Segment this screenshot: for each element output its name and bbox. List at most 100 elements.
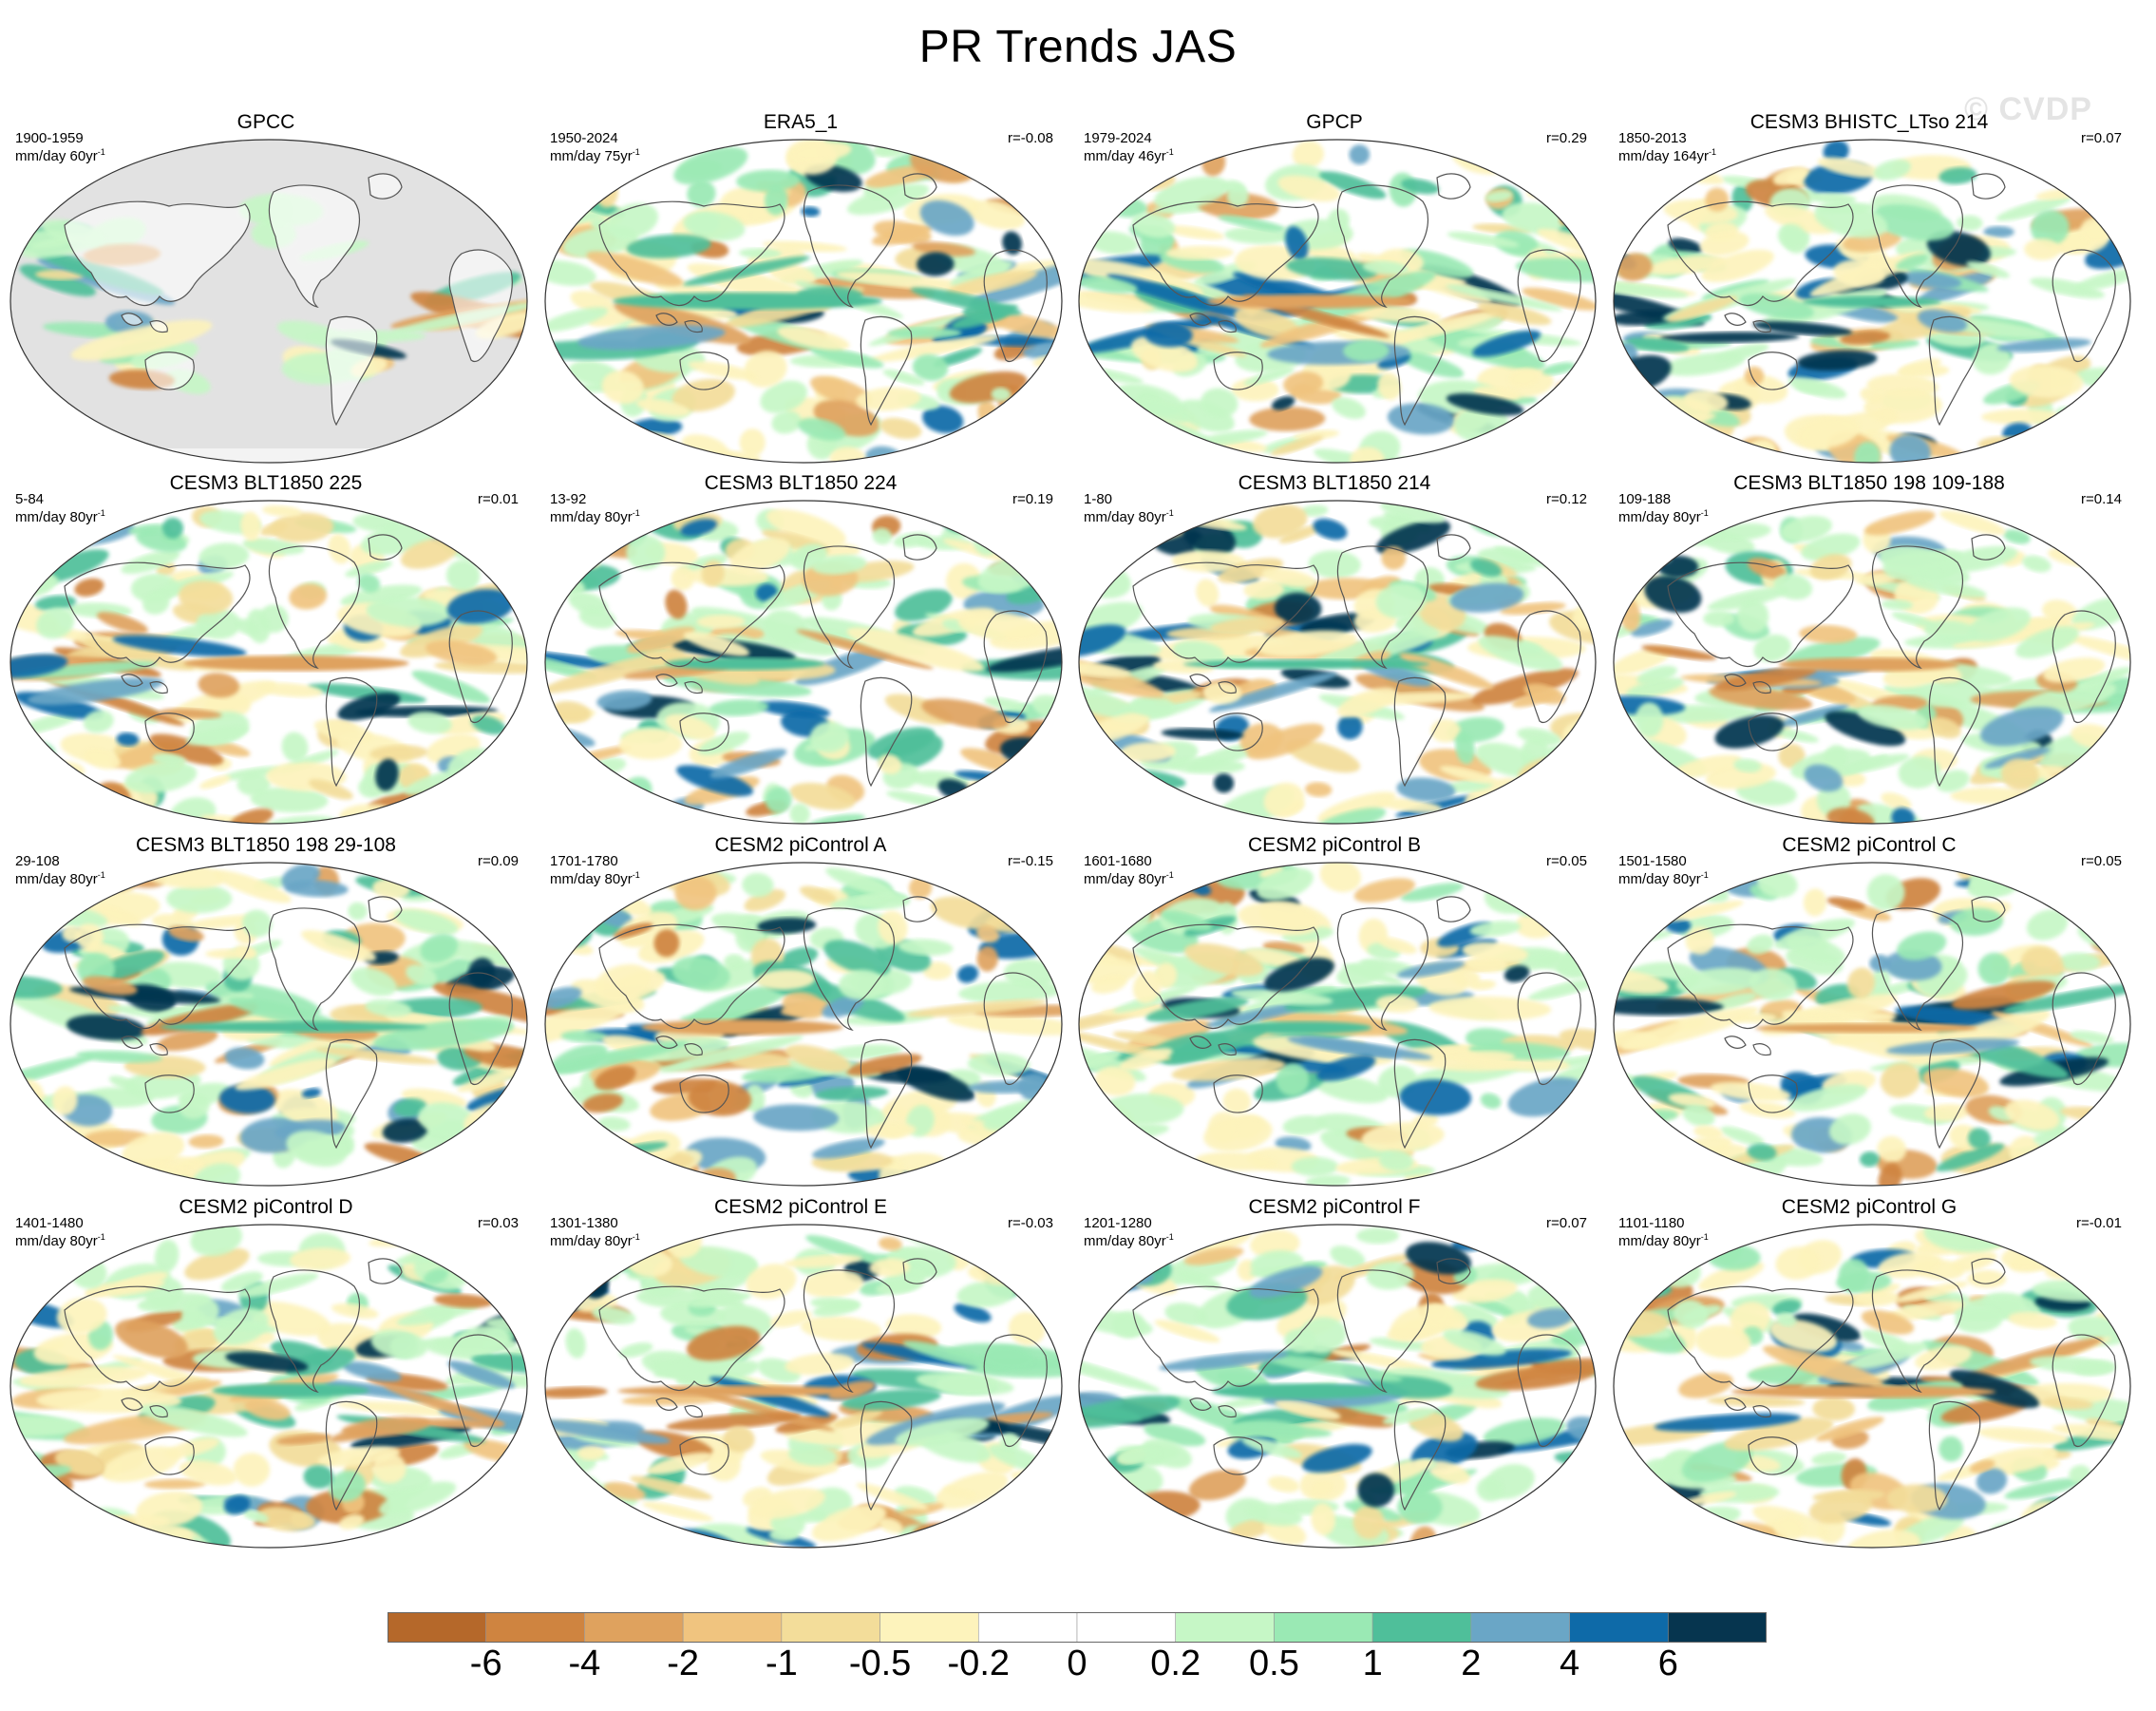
trend-blob <box>1776 1312 1797 1327</box>
trend-blob <box>1922 1068 1989 1098</box>
equatorial-trend-band <box>641 1019 843 1036</box>
coastline <box>1436 896 1471 922</box>
equatorial-trend-band <box>1211 1383 1390 1399</box>
units-exponent: -1 <box>1165 147 1174 157</box>
coastline <box>1971 896 2006 922</box>
trend-blob <box>1939 510 2006 535</box>
trend-blob <box>1316 1055 1376 1081</box>
trend-blob <box>689 1292 751 1308</box>
trend-blob <box>1491 442 1515 457</box>
units-exponent: -1 <box>632 1232 640 1242</box>
trend-blob <box>66 1014 146 1041</box>
panel-units: mm/day 164yr-1 <box>1618 147 1716 164</box>
map-panel: CESM3 BLT1850 224 13-92 mm/day 80yr-1 r=0.1… <box>535 472 1067 833</box>
trend-blob <box>1826 897 1866 910</box>
trend-blob <box>18 1499 58 1528</box>
trend-blob <box>313 719 374 743</box>
trend-blob <box>1018 1530 1062 1548</box>
trend-blob <box>876 1277 923 1295</box>
trend-blob <box>1786 637 1881 667</box>
trend-blob <box>286 1348 356 1378</box>
panel-period: 1401-1480 <box>15 1215 84 1231</box>
trend-blob <box>157 1029 218 1052</box>
trend-blob <box>912 241 975 257</box>
coastline <box>1724 313 1747 326</box>
trend-blob <box>115 1319 188 1359</box>
trend-blob <box>114 1271 168 1291</box>
trend-blob <box>545 1158 583 1176</box>
trend-blob <box>425 639 498 666</box>
trend-blob <box>1897 358 1942 376</box>
trend-blob <box>1967 1269 2007 1288</box>
trend-blob <box>1511 690 1558 708</box>
trend-blob <box>426 802 449 824</box>
trend-blob <box>572 799 611 824</box>
trend-blob <box>1524 426 1596 460</box>
map-panel: CESM3 BLT1850 198 29-108 29-108 mm/day 80y… <box>0 834 532 1195</box>
trend-blob <box>1949 1369 2040 1409</box>
panel-title: CESM3 BLT1850 224 <box>704 472 898 494</box>
trend-blob <box>545 307 609 333</box>
units-exponent: -1 <box>1700 1232 1709 1242</box>
trend-blob <box>627 626 695 654</box>
trend-blob <box>995 1250 1029 1267</box>
trend-blob <box>788 1444 837 1466</box>
trend-blob <box>545 417 605 447</box>
trend-blob <box>777 326 850 351</box>
trend-blob <box>1936 1143 2005 1172</box>
trend-blob <box>2099 1150 2128 1175</box>
trend-blob <box>1082 1492 1129 1525</box>
colorbar-segment <box>485 1612 585 1643</box>
trend-blob <box>2065 782 2109 808</box>
panel-title: CESM2 piControl E <box>713 1196 888 1218</box>
trend-blob <box>10 654 68 678</box>
trend-blob <box>1884 1301 1965 1321</box>
trend-blob <box>1855 572 1898 585</box>
trend-blob <box>286 1130 347 1168</box>
trend-blob <box>83 710 114 733</box>
trend-blob <box>224 1047 265 1070</box>
trend-blob <box>1314 808 1387 824</box>
trend-blob <box>825 867 896 897</box>
trend-blob <box>1621 1006 1759 1050</box>
trend-blob <box>1274 592 1322 625</box>
trend-blob <box>1337 714 1363 740</box>
trend-blob <box>630 1475 712 1500</box>
trend-blob <box>1243 367 1295 386</box>
trend-blob <box>893 532 932 548</box>
coastline <box>1871 1269 1964 1393</box>
trend-blob <box>272 1089 338 1127</box>
trend-blob <box>1300 504 1329 517</box>
trend-blob <box>797 417 846 441</box>
trend-blob <box>2069 636 2130 665</box>
panel-period: 1301-1380 <box>550 1215 618 1231</box>
trend-blob <box>14 1253 76 1278</box>
coastline <box>121 674 143 687</box>
trend-blob <box>1508 368 1541 389</box>
coastline <box>1871 907 1964 1031</box>
trend-blob <box>1705 187 1730 212</box>
coastline <box>1748 352 1798 390</box>
trend-blob <box>626 234 711 258</box>
trend-blob <box>1614 1526 1641 1543</box>
trend-blob <box>1314 1074 1389 1104</box>
panel-period: 1-80 <box>1084 491 1113 507</box>
trend-blob <box>1796 415 1860 449</box>
trend-blob <box>1375 520 1451 555</box>
coastline <box>1218 681 1237 694</box>
trend-blob <box>814 1086 889 1101</box>
trend-blob <box>242 909 273 938</box>
trend-blob <box>1138 398 1191 424</box>
trend-blob <box>464 1523 496 1548</box>
coastline <box>598 923 785 1029</box>
map-border <box>1078 500 1597 825</box>
trend-blob <box>560 1030 608 1043</box>
panel-period: 1950-2024 <box>550 130 618 146</box>
trend-blob <box>1144 321 1193 348</box>
trend-blob <box>1693 1125 1724 1140</box>
trend-blob <box>1428 1460 1470 1484</box>
panel-units-text: mm/day 80yr <box>1084 1233 1166 1249</box>
trend-blob <box>428 803 469 824</box>
trend-blob <box>2008 1311 2057 1329</box>
trend-blob <box>1106 444 1165 463</box>
